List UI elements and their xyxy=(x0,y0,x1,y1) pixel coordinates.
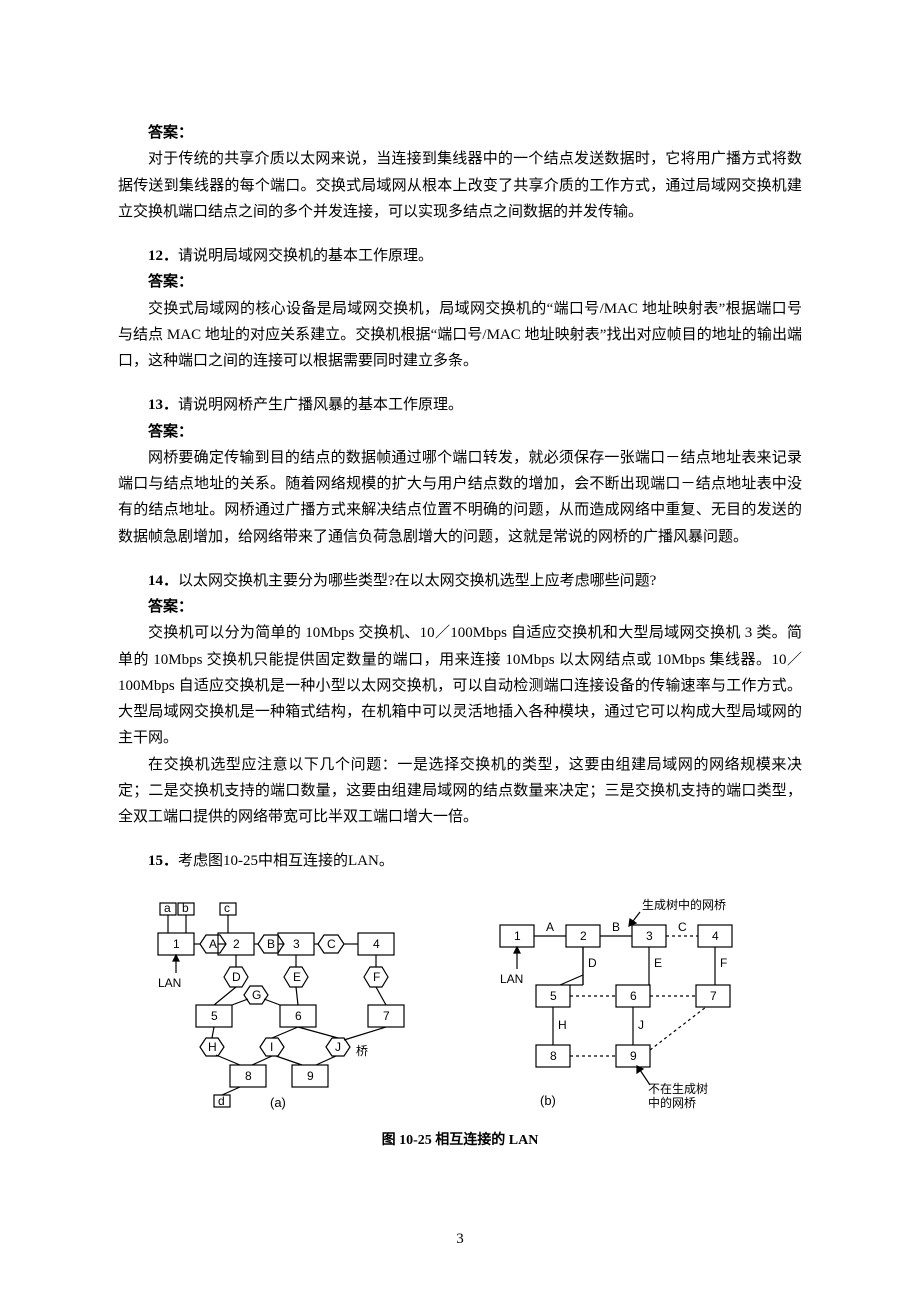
figure-a: a b c d 1 2 3 4 5 6 7 8 9 A B C D E F G xyxy=(140,895,440,1115)
bridge-G: G xyxy=(252,988,261,1002)
legend-in: 生成树中的网桥 xyxy=(642,897,726,912)
body-paragraph: 对于传统的共享介质以太网来说，当连接到集线器中的一个结点发送数据时，它将用广播方… xyxy=(118,146,802,225)
b-bridge-B: B xyxy=(612,920,620,934)
question-heading: 13．请说明网桥产生广播风暴的基本工作原理。 xyxy=(118,392,802,418)
b-lan-2: 2 xyxy=(580,929,587,943)
bridge-J: J xyxy=(335,1040,341,1054)
figure-10-25: a b c d 1 2 3 4 5 6 7 8 9 A B C D E F G xyxy=(118,895,802,1154)
answer-label-text: 答案： xyxy=(148,274,193,290)
question-number: 13． xyxy=(148,397,178,413)
question-text: 请说明网桥产生广播风暴的基本工作原理。 xyxy=(178,397,463,413)
question-number: 15． xyxy=(148,853,178,869)
b-bridge-E: E xyxy=(654,956,662,970)
sublabel-b: (b) xyxy=(540,1093,556,1108)
lan-7: 7 xyxy=(383,1009,390,1023)
body-paragraph: 交换机可以分为简单的 10Mbps 交换机、10／100Mbps 自适应交换机和… xyxy=(118,620,802,751)
lan-3: 3 xyxy=(293,937,300,951)
lan-4: 4 xyxy=(373,937,380,951)
legend-out-2: 中的网桥 xyxy=(648,1095,696,1110)
question-text: 请说明局域网交换机的基本工作原理。 xyxy=(178,248,433,264)
b-lan-3: 3 xyxy=(646,929,653,943)
question-text: 以太网交换机主要分为哪些类型?在以太网交换机选型上应考虑哪些问题? xyxy=(178,573,656,589)
bridge-I: I xyxy=(270,1040,273,1054)
b-bridge-D: D xyxy=(588,956,597,970)
lan-9: 9 xyxy=(307,1069,314,1083)
bridge-E: E xyxy=(293,970,301,984)
b-lan-8: 8 xyxy=(550,1049,557,1063)
sublabel-a: (a) xyxy=(270,1095,286,1110)
legend-out-1: 不在生成树 xyxy=(648,1081,708,1096)
body-text: 答案： 对于传统的共享介质以太网来说，当连接到集线器中的一个结点发送数据时，它将用… xyxy=(118,120,802,875)
page-number: 3 xyxy=(0,1226,920,1252)
b-lan-9: 9 xyxy=(630,1049,637,1063)
answer-label-text: 答案： xyxy=(148,424,193,440)
figure-caption: 图 10-25 相互连接的 LAN xyxy=(118,1129,802,1154)
lan-arrow-label-b: LAN xyxy=(500,972,523,986)
b-bridge-J: J xyxy=(638,1018,644,1032)
lan-5: 5 xyxy=(211,1009,218,1023)
question-heading: 12．请说明局域网交换机的基本工作原理。 xyxy=(118,243,802,269)
paragraph-gap xyxy=(118,374,802,392)
figure-b: 1 2 3 4 5 6 7 8 9 A B C D E F H J LAN 生成… xyxy=(480,895,780,1115)
bridge-F: F xyxy=(373,970,380,984)
host-a-label: a xyxy=(164,901,171,915)
bridge-B: B xyxy=(267,937,275,951)
b-bridge-A: A xyxy=(546,920,554,934)
lan-6: 6 xyxy=(295,1009,302,1023)
b-lan-4: 4 xyxy=(712,929,719,943)
body-paragraph: 网桥要确定传输到目的结点的数据帧通过哪个端口转发，就必须保存一张端口－结点地址表… xyxy=(118,445,802,550)
b-lan-5: 5 xyxy=(550,989,557,1003)
paragraph-gap xyxy=(118,550,802,568)
lan-1: 1 xyxy=(173,937,180,951)
answer-label-text: 答案： xyxy=(148,599,193,615)
b-lan-7: 7 xyxy=(710,989,717,1003)
answer-label: 答案： xyxy=(118,269,802,295)
host-b-label: b xyxy=(182,901,189,915)
body-paragraph: 在交换机选型应注意以下几个问题：一是选择交换机的类型，这要由组建局域网的网络规模… xyxy=(118,752,802,831)
answer-label: 答案： xyxy=(118,120,802,146)
b-bridge-F: F xyxy=(720,956,727,970)
b-lan-6: 6 xyxy=(630,989,637,1003)
bridge-D: D xyxy=(232,970,241,984)
host-c-label: c xyxy=(224,901,230,915)
document-page: 答案： 对于传统的共享介质以太网来说，当连接到集线器中的一个结点发送数据时，它将用… xyxy=(0,0,920,1302)
question-number: 14． xyxy=(148,573,178,589)
answer-label: 答案： xyxy=(118,594,802,620)
paragraph-gap xyxy=(118,225,802,243)
bridge-A: A xyxy=(209,937,217,951)
b-lan-1: 1 xyxy=(514,929,521,943)
host-d-label: d xyxy=(218,1094,225,1108)
lan-arrow-label-a: LAN xyxy=(158,976,181,990)
question-number: 12． xyxy=(148,248,178,264)
body-paragraph: 交换式局域网的核心设备是局域网交换机，局域网交换机的“端口号/MAC 地址映射表… xyxy=(118,296,802,375)
bridge-H: H xyxy=(208,1040,217,1054)
question-heading: 14．以太网交换机主要分为哪些类型?在以太网交换机选型上应考虑哪些问题? xyxy=(118,568,802,594)
lan-2: 2 xyxy=(233,937,240,951)
answer-label: 答案： xyxy=(118,419,802,445)
answer-label-text: 答案： xyxy=(148,125,193,141)
lan-8: 8 xyxy=(245,1069,252,1083)
question-text: 考虑图10-25中相互连接的LAN。 xyxy=(178,853,394,869)
bridge-C: C xyxy=(327,937,336,951)
bridge-label: 桥 xyxy=(356,1044,368,1058)
question-heading: 15．考虑图10-25中相互连接的LAN。 xyxy=(118,848,802,874)
b-bridge-C: C xyxy=(678,920,687,934)
paragraph-gap xyxy=(118,830,802,848)
b-bridge-H: H xyxy=(558,1018,567,1032)
